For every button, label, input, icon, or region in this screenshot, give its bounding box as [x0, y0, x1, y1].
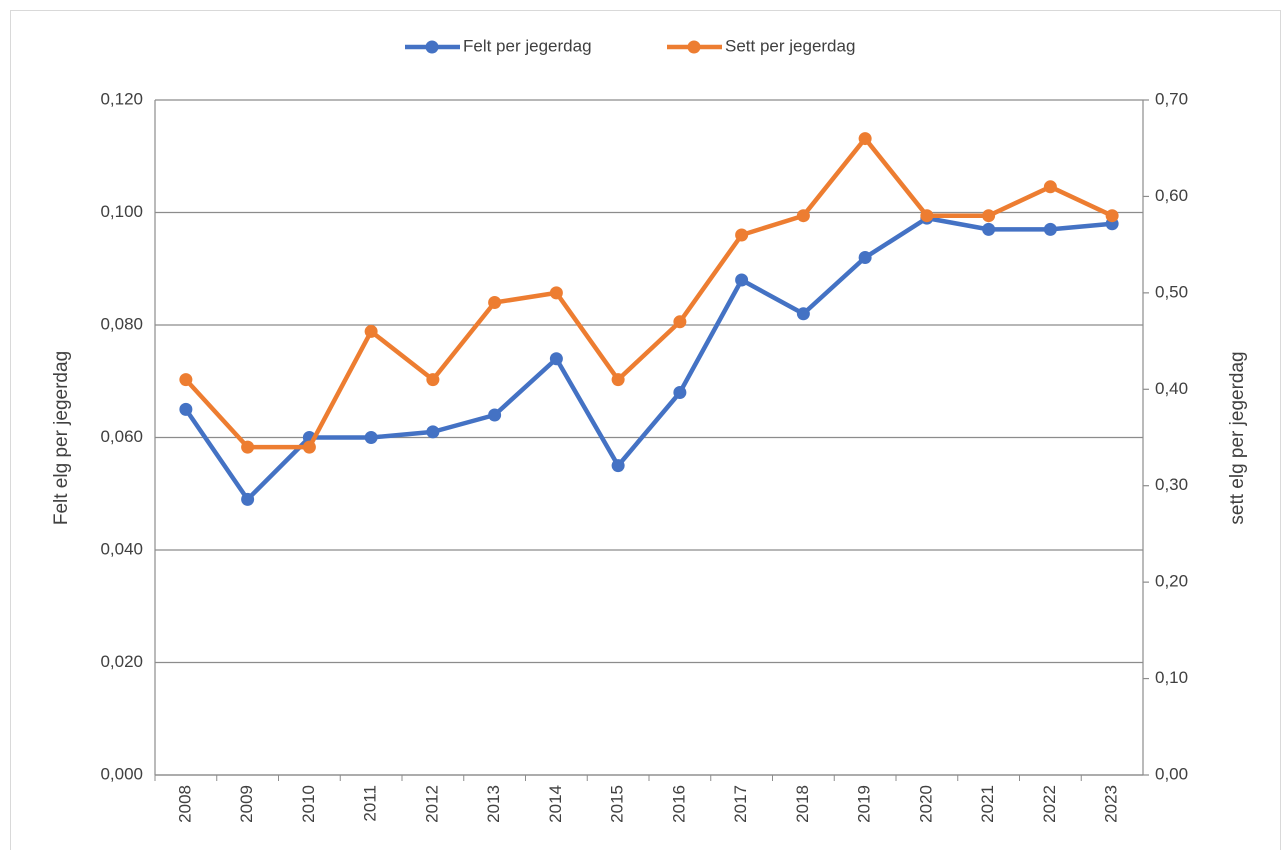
- y-axis-title: Felt elg per jegerdag: [51, 351, 72, 525]
- data-point: [241, 492, 255, 506]
- data-point: [426, 373, 440, 387]
- x-tick-label: 2017: [731, 785, 750, 823]
- x-tick-label: 2016: [669, 785, 688, 823]
- data-point: [364, 324, 378, 338]
- data-point: [549, 352, 563, 366]
- legend-label: Felt per jegerdag: [463, 36, 592, 55]
- data-point: [735, 228, 749, 242]
- x-tick-label: 2023: [1102, 785, 1121, 823]
- y2-tick-label: 0,40: [1155, 379, 1188, 398]
- data-point: [1043, 180, 1057, 194]
- data-point: [858, 132, 872, 146]
- data-point: [920, 209, 934, 223]
- y2-axis-title: sett elg per jegerdag: [1227, 351, 1248, 524]
- data-point: [179, 402, 193, 416]
- y2-tick-label: 0,70: [1155, 89, 1188, 108]
- data-point: [241, 440, 255, 454]
- y-tick-label: 0,060: [100, 427, 143, 446]
- data-point: [549, 286, 563, 300]
- x-tick-label: 2010: [299, 785, 318, 823]
- data-point: [673, 315, 687, 329]
- x-tick-label: 2009: [237, 785, 256, 823]
- y-tick-label: 0,040: [100, 539, 143, 558]
- legend-label: Sett per jegerdag: [725, 36, 855, 55]
- data-point: [796, 307, 810, 321]
- data-point: [611, 373, 625, 387]
- x-tick-label: 2020: [916, 785, 935, 823]
- y-tick-label: 0,080: [100, 314, 143, 333]
- y2-tick-label: 0,30: [1155, 475, 1188, 494]
- data-point: [179, 373, 193, 387]
- y2-tick-label: 0,50: [1155, 282, 1188, 301]
- y-tick-label: 0,000: [100, 764, 143, 783]
- data-point: [364, 431, 378, 444]
- y2-tick-label: 0,10: [1155, 668, 1188, 687]
- legend-marker: [687, 40, 701, 54]
- data-point: [982, 209, 996, 223]
- y2-tick-label: 0,60: [1155, 186, 1188, 205]
- data-point: [982, 222, 996, 236]
- x-tick-label: 2013: [484, 785, 503, 823]
- data-point: [796, 209, 810, 223]
- data-point: [1105, 209, 1119, 223]
- data-point: [611, 459, 625, 473]
- x-tick-label: 2015: [608, 785, 627, 823]
- data-point: [1043, 222, 1057, 236]
- data-point: [735, 273, 749, 287]
- x-tick-label: 2012: [422, 785, 441, 823]
- chart-border: [10, 10, 1281, 855]
- data-point: [302, 440, 316, 454]
- series-line: [184, 136, 1114, 450]
- y-tick-label: 0,120: [100, 89, 143, 108]
- data-point: [673, 386, 687, 399]
- y-tick-label: 0,100: [100, 202, 143, 221]
- x-tick-label: 2019: [855, 785, 874, 823]
- y2-tick-label: 0,00: [1155, 764, 1188, 783]
- legend-marker: [425, 40, 439, 54]
- data-point: [488, 408, 502, 422]
- x-tick-label: 2021: [978, 785, 997, 823]
- y2-tick-label: 0,20: [1155, 572, 1188, 591]
- data-point: [426, 425, 440, 439]
- data-point: [488, 296, 502, 309]
- data-point: [858, 251, 872, 264]
- x-tick-label: 2022: [1040, 785, 1059, 823]
- x-tick-label: 2018: [793, 785, 812, 823]
- x-tick-label: 2011: [361, 785, 380, 822]
- y-tick-label: 0,020: [100, 652, 143, 671]
- series-line: [184, 215, 1113, 502]
- x-tick-label: 2014: [546, 785, 565, 823]
- x-tick-label: 2008: [175, 785, 194, 823]
